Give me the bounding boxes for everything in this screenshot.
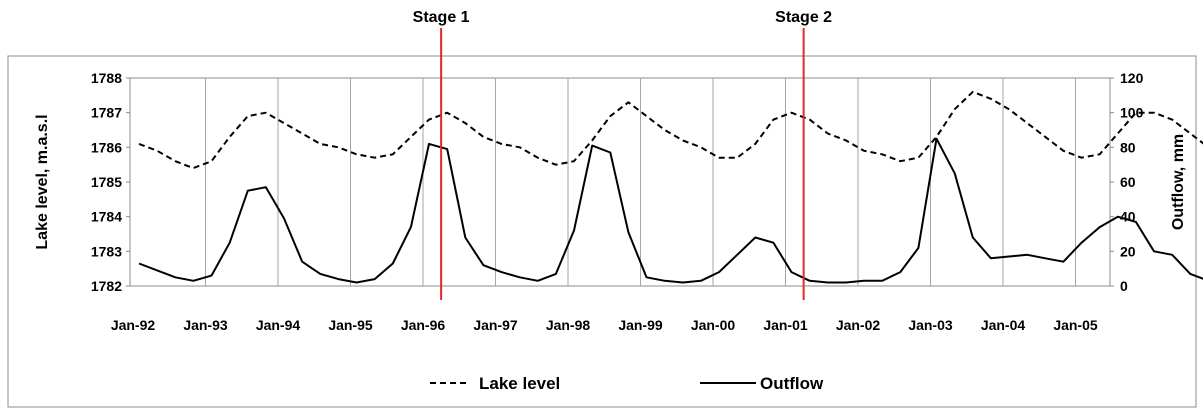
gridlines <box>205 78 1076 286</box>
x-tick-label: Jan-92 <box>111 317 156 333</box>
x-tick-label: Jan-95 <box>328 317 373 333</box>
y2-tick-label: 80 <box>1120 139 1136 155</box>
x-tick-label: Jan-02 <box>836 317 881 333</box>
x-tick-label: Jan-96 <box>401 317 446 333</box>
x-tick-label: Jan-93 <box>183 317 228 333</box>
y-tick-label: 1786 <box>91 139 122 155</box>
stage-1-label: Stage 1 <box>413 9 470 26</box>
y-tick-label: 1782 <box>91 278 122 294</box>
y-tick-label: 1787 <box>91 105 122 121</box>
x-tick-label: Jan-01 <box>763 317 808 333</box>
stage-2-label: Stage 2 <box>775 9 832 26</box>
x-tick-label: Jan-00 <box>691 317 736 333</box>
stage-markers: Stage 1 Stage 2 <box>413 9 832 300</box>
y-tick-label: 1785 <box>91 174 122 190</box>
legend-label-outflow: Outflow <box>760 374 824 393</box>
y-tick-label: 1783 <box>91 243 122 259</box>
y2-tick-label: 100 <box>1120 105 1144 121</box>
y2-tick-label: 0 <box>1120 278 1128 294</box>
y2-tick-label: 60 <box>1120 174 1136 190</box>
x-tick-label: Jan-98 <box>546 317 591 333</box>
legend-label-lake-level: Lake level <box>479 374 560 393</box>
x-tick-label: Jan-04 <box>981 317 1026 333</box>
y-tick-label: 1788 <box>91 70 122 86</box>
x-tick-label: Jan-05 <box>1053 317 1098 333</box>
series-layer <box>138 90 1203 284</box>
x-tick-label: Jan-03 <box>908 317 953 333</box>
x-tick-label: Jan-97 <box>473 317 518 333</box>
y-axis-title: Lake level, m.a.s.l <box>34 114 51 249</box>
y2-axis-title: Outflow, mm <box>1170 134 1187 230</box>
chart-area-border <box>7 55 1197 408</box>
series-line-lake-level <box>138 90 1203 170</box>
x-tick-label: Jan-94 <box>256 317 301 333</box>
y-tick-label: 1784 <box>91 209 122 225</box>
y2-tick-label: 120 <box>1120 70 1144 86</box>
axes: Jan-92 Jan-93 Jan-94 Jan-95 Jan-96 Jan-97 Jan-… <box>91 70 1144 333</box>
x-tick-label: Jan-99 <box>618 317 663 333</box>
series-line-outflow <box>138 137 1203 284</box>
legend: Lake level Outflow <box>430 374 824 393</box>
y2-tick-label: 20 <box>1120 243 1136 259</box>
y2-tick-label: 40 <box>1120 209 1136 225</box>
